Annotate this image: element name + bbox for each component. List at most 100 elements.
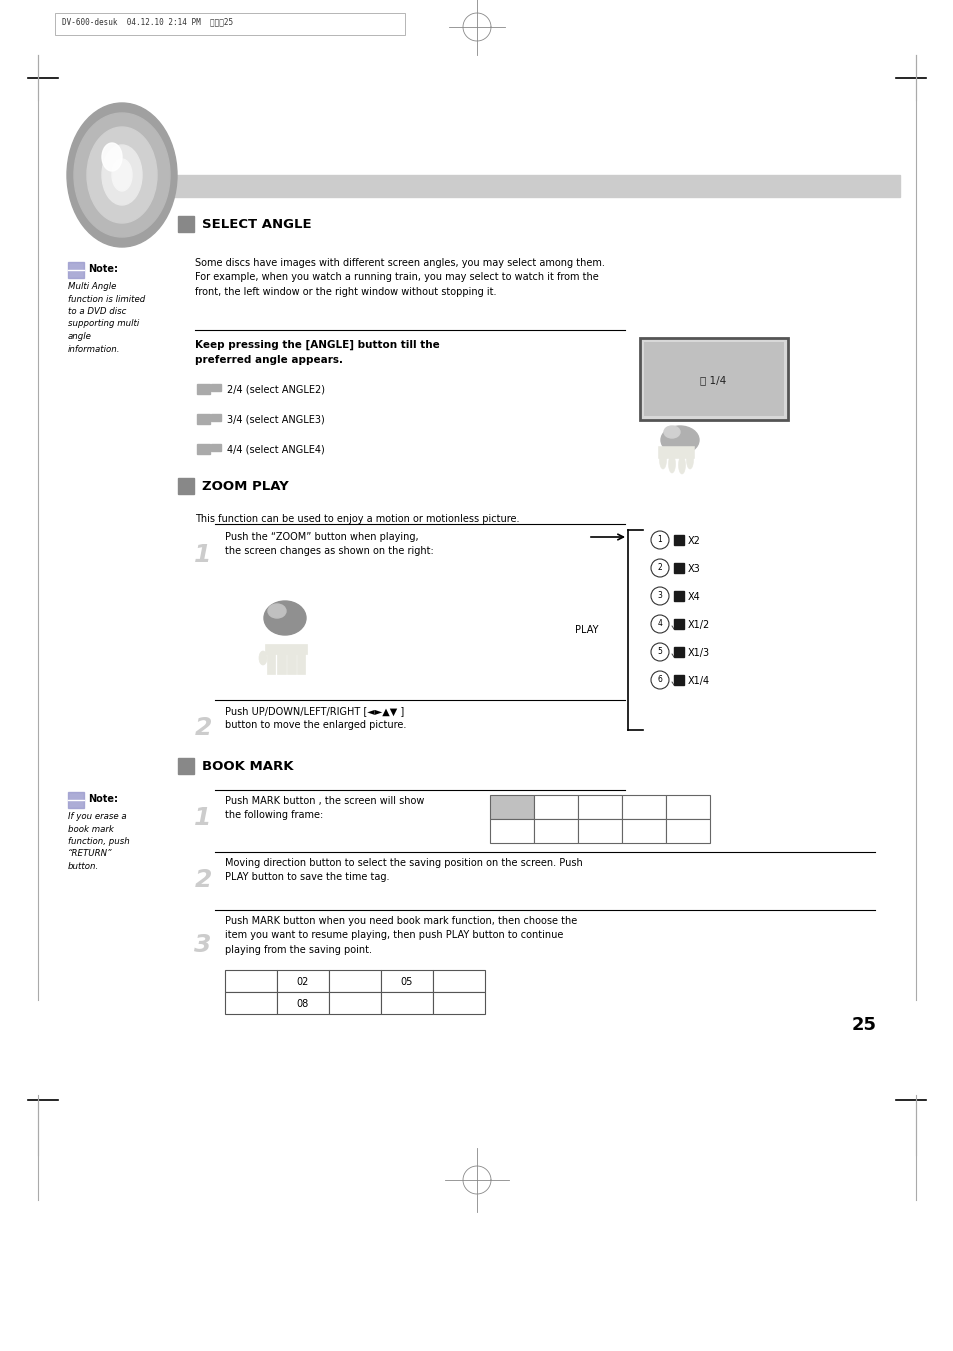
Text: SELECT ANGLE: SELECT ANGLE [202,219,312,231]
Bar [170,176,899,197]
Ellipse shape [112,159,132,190]
Bar [267,654,274,674]
Bar [178,478,193,494]
Bar [276,654,286,674]
Ellipse shape [686,451,693,469]
Ellipse shape [102,145,142,205]
Text: 1: 1 [657,535,661,544]
Ellipse shape [660,426,699,454]
Bar [534,794,578,819]
Bar [211,413,221,422]
Bar [196,444,210,454]
Bar [673,535,683,544]
Text: ZOOM PLAY: ZOOM PLAY [202,480,289,493]
Bar [196,384,210,394]
Ellipse shape [678,457,685,474]
Ellipse shape [94,222,153,239]
Bar [673,563,683,573]
Text: PLAY: PLAY [575,626,598,635]
Bar [490,794,534,819]
Bar [276,970,329,992]
Ellipse shape [87,127,157,223]
Text: 4/4 (select ANGLE4): 4/4 (select ANGLE4) [227,444,324,454]
Bar [196,413,210,424]
Text: Keep pressing the [ANGLE] button till the
preferred angle appears.: Keep pressing the [ANGLE] button till th… [194,340,439,365]
Text: 3: 3 [657,592,661,600]
Ellipse shape [668,455,675,473]
Text: X1/4: X1/4 [687,676,709,686]
Bar [265,644,307,654]
Bar [665,819,709,843]
Text: 6: 6 [657,676,661,685]
Text: If you erase a
book mark
function, push
“RETURN”
button.: If you erase a book mark function, push … [68,812,130,871]
Text: BOOK MARK: BOOK MARK [202,759,294,773]
Text: 2: 2 [657,563,661,573]
Ellipse shape [67,103,177,247]
Bar [673,647,683,657]
Text: X3: X3 [687,563,700,574]
Text: X1/3: X1/3 [687,648,709,658]
Bar [643,342,783,416]
Text: This function can be used to enjoy a motion or motionless picture.: This function can be used to enjoy a mot… [194,513,519,524]
Bar [329,970,380,992]
Text: Note:: Note: [88,794,118,804]
Bar [578,819,621,843]
Text: 📷 1/4: 📷 1/4 [700,376,725,385]
Bar [578,794,621,819]
Bar [68,792,84,808]
Text: X4: X4 [687,592,700,603]
Bar [621,794,665,819]
Text: 4: 4 [657,620,661,628]
Bar [665,794,709,819]
Ellipse shape [264,601,306,635]
Text: Multi Angle
function is limited
to a DVD disc
supporting multi
angle
information: Multi Angle function is limited to a DVD… [68,282,145,354]
Bar [639,338,787,420]
Bar [296,654,305,674]
Bar [329,992,380,1015]
Text: 25: 25 [851,1016,876,1034]
Bar [673,619,683,630]
Bar [178,758,193,774]
Bar [621,819,665,843]
Text: 2/4 (select ANGLE2): 2/4 (select ANGLE2) [227,384,325,394]
Bar [380,992,433,1015]
Text: 3/4 (select ANGLE3): 3/4 (select ANGLE3) [227,413,324,424]
Text: 2: 2 [194,867,212,892]
Text: DV-600-desuk  04.12.10 2:14 PM  페이지25: DV-600-desuk 04.12.10 2:14 PM 페이지25 [62,18,233,27]
Text: 08: 08 [296,998,309,1009]
Ellipse shape [659,451,666,469]
Bar [276,992,329,1015]
Text: Note:: Note: [88,263,118,274]
Ellipse shape [74,113,170,236]
Text: Push UP/DOWN/LEFT/RIGHT [◄►▲▼ ]
button to move the enlarged picture.: Push UP/DOWN/LEFT/RIGHT [◄►▲▼ ] button t… [225,707,406,731]
Bar [225,992,276,1015]
Ellipse shape [258,651,267,665]
Text: Some discs have images with different screen angles, you may select among them.
: Some discs have images with different sc… [194,258,604,297]
Text: 2: 2 [194,716,212,740]
Bar [658,446,693,458]
Bar [211,444,221,451]
Text: 3: 3 [194,934,212,957]
Bar [673,590,683,601]
Text: 5: 5 [657,647,661,657]
Bar [55,14,405,35]
Bar [433,970,484,992]
Text: X1/2: X1/2 [687,620,709,630]
Bar [178,216,193,232]
Text: Moving direction button to select the saving position on the screen. Push
PLAY b: Moving direction button to select the sa… [225,858,582,882]
Bar [68,262,84,278]
Text: 02: 02 [296,977,309,988]
Text: Push MARK button , the screen will show
the following frame:: Push MARK button , the screen will show … [225,796,424,820]
Text: 1: 1 [194,543,212,567]
Bar [433,992,484,1015]
Bar [490,819,534,843]
Ellipse shape [102,143,122,172]
Text: 05: 05 [400,977,413,988]
Bar [287,654,295,674]
Bar [534,819,578,843]
Bar [673,676,683,685]
Text: Push the “ZOOM” button when playing,
the screen changes as shown on the right:: Push the “ZOOM” button when playing, the… [225,532,434,557]
Bar [211,384,221,390]
Bar [225,970,276,992]
Ellipse shape [268,604,286,617]
